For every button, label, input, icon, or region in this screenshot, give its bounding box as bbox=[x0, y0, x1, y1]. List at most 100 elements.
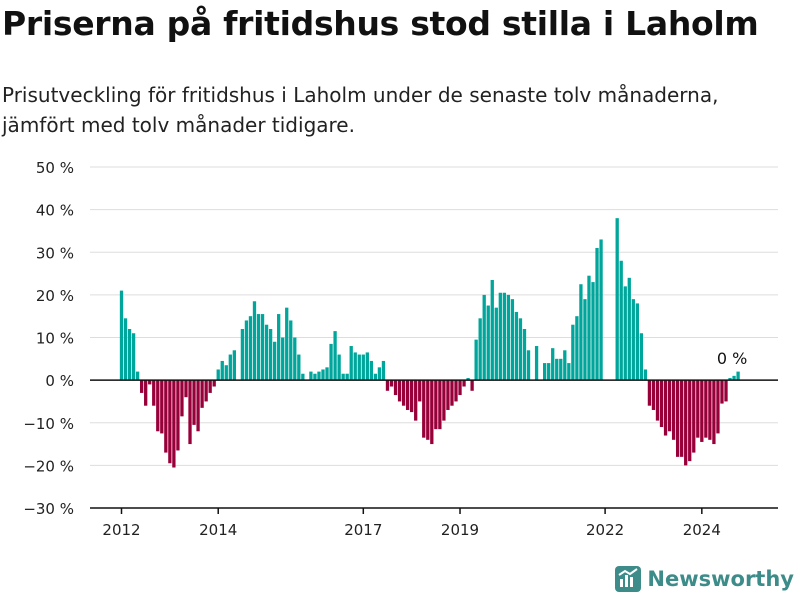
bar bbox=[160, 380, 164, 434]
bar bbox=[369, 360, 374, 381]
bar bbox=[422, 380, 426, 438]
bar bbox=[619, 260, 623, 381]
brand-name: Newsworthy bbox=[647, 567, 794, 591]
bar bbox=[200, 380, 204, 408]
bar bbox=[176, 380, 180, 451]
bar bbox=[123, 318, 128, 381]
annotation-label: 0 % bbox=[717, 349, 747, 368]
bar bbox=[184, 380, 188, 398]
bar bbox=[555, 358, 559, 381]
bar bbox=[405, 380, 410, 410]
bar bbox=[684, 380, 688, 466]
bar bbox=[627, 277, 631, 381]
bar bbox=[498, 292, 502, 381]
bar bbox=[410, 380, 414, 413]
annotations: 0 % bbox=[717, 349, 747, 368]
bar bbox=[724, 380, 728, 402]
bar bbox=[414, 380, 418, 421]
bar bbox=[567, 363, 571, 381]
x-tick-label: 2019 bbox=[441, 521, 479, 539]
bar bbox=[534, 346, 539, 381]
bar bbox=[450, 380, 454, 406]
y-tick-label: −10 % bbox=[23, 415, 74, 433]
bar bbox=[522, 328, 527, 381]
bar bbox=[345, 373, 349, 381]
bar bbox=[152, 380, 156, 406]
bar bbox=[426, 380, 430, 440]
bar bbox=[659, 380, 664, 428]
bar bbox=[635, 303, 639, 381]
axes bbox=[90, 379, 778, 509]
bar bbox=[700, 380, 704, 442]
bar bbox=[361, 354, 365, 381]
bar bbox=[486, 305, 490, 381]
bar bbox=[289, 320, 293, 381]
y-tick-label: 10 % bbox=[36, 330, 74, 348]
bar bbox=[470, 380, 474, 391]
bar bbox=[240, 328, 245, 381]
bar bbox=[140, 380, 144, 393]
bar bbox=[321, 369, 325, 381]
bar bbox=[579, 284, 583, 381]
chart-title: Priserna på fritidshus stod stilla i Lah… bbox=[2, 4, 759, 43]
bar bbox=[623, 286, 627, 381]
x-tick-label: 2014 bbox=[199, 521, 237, 539]
bar bbox=[736, 371, 740, 381]
bar bbox=[301, 373, 305, 381]
bar bbox=[281, 337, 285, 381]
bar bbox=[277, 314, 281, 381]
bar bbox=[514, 311, 519, 381]
bar bbox=[438, 380, 442, 430]
bar bbox=[389, 380, 394, 387]
bar bbox=[639, 333, 644, 381]
bar bbox=[591, 282, 595, 381]
bar bbox=[720, 380, 724, 404]
y-tick-label: 0 % bbox=[45, 372, 74, 390]
bar bbox=[272, 341, 277, 381]
bar bbox=[655, 380, 660, 421]
bar bbox=[663, 380, 668, 436]
bar bbox=[232, 350, 236, 381]
bar bbox=[135, 371, 140, 381]
bar bbox=[675, 380, 680, 457]
y-tick-label: 50 % bbox=[36, 159, 74, 177]
bar bbox=[454, 380, 458, 402]
bar bbox=[696, 380, 700, 438]
bar bbox=[543, 363, 547, 381]
bar bbox=[212, 380, 216, 387]
bar bbox=[333, 331, 337, 381]
bar bbox=[119, 290, 124, 381]
bar bbox=[643, 369, 648, 381]
bar bbox=[192, 380, 196, 425]
bar bbox=[204, 380, 208, 402]
bar bbox=[180, 380, 184, 417]
bar bbox=[144, 380, 148, 406]
bar bbox=[325, 367, 329, 381]
bar bbox=[381, 360, 386, 381]
x-tick-label: 2024 bbox=[683, 521, 721, 539]
bar bbox=[458, 380, 462, 396]
bar bbox=[264, 324, 269, 381]
bar bbox=[704, 380, 708, 438]
bar bbox=[615, 218, 619, 381]
bar bbox=[667, 380, 672, 432]
bar bbox=[551, 348, 555, 381]
bar bbox=[595, 247, 599, 381]
brand-logo: Newsworthy bbox=[615, 566, 794, 592]
x-axis-ticks: 2012 2014 2017 2019 2022 2024 bbox=[102, 508, 721, 539]
bar bbox=[260, 314, 265, 381]
bar bbox=[692, 380, 696, 453]
bar bbox=[526, 350, 531, 381]
bar bbox=[285, 307, 289, 381]
bar bbox=[248, 316, 253, 381]
bar bbox=[297, 354, 301, 381]
bar bbox=[506, 294, 511, 381]
x-tick-label: 2017 bbox=[344, 521, 382, 539]
bar bbox=[510, 299, 515, 381]
bar bbox=[188, 380, 192, 445]
bar bbox=[349, 346, 353, 381]
bar bbox=[680, 380, 684, 457]
bar bbox=[317, 371, 321, 381]
bar bbox=[341, 373, 345, 381]
